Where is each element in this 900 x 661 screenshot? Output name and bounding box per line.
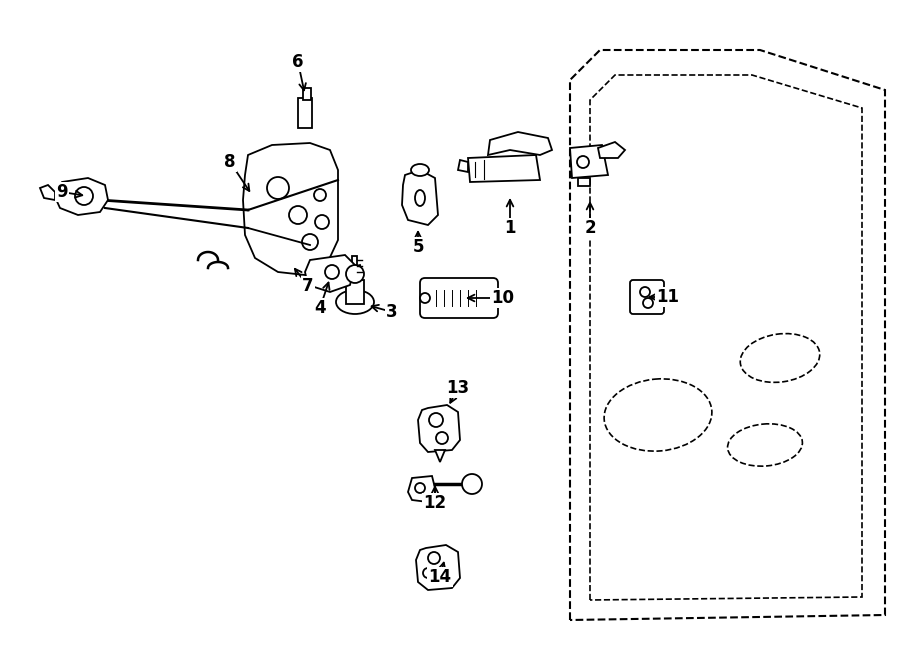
Bar — [352, 256, 357, 278]
FancyBboxPatch shape — [420, 278, 498, 318]
Circle shape — [643, 298, 653, 308]
Polygon shape — [350, 265, 362, 278]
Circle shape — [314, 189, 326, 201]
Circle shape — [325, 265, 339, 279]
Ellipse shape — [727, 424, 803, 466]
Circle shape — [428, 552, 440, 564]
Circle shape — [302, 234, 318, 250]
Polygon shape — [468, 155, 540, 182]
Polygon shape — [402, 170, 438, 225]
Bar — [298, 98, 312, 128]
Circle shape — [462, 474, 482, 494]
Circle shape — [75, 187, 93, 205]
Polygon shape — [243, 143, 338, 275]
Polygon shape — [570, 50, 885, 620]
Bar — [303, 88, 311, 100]
Circle shape — [289, 206, 307, 224]
Circle shape — [267, 177, 289, 199]
Polygon shape — [418, 405, 460, 452]
Circle shape — [429, 413, 443, 427]
Text: 4: 4 — [314, 299, 326, 317]
Polygon shape — [458, 160, 468, 172]
Polygon shape — [598, 142, 625, 158]
Circle shape — [346, 265, 364, 283]
Text: 1: 1 — [504, 219, 516, 237]
Polygon shape — [590, 75, 862, 600]
Text: 7: 7 — [302, 277, 314, 295]
Text: 3: 3 — [386, 303, 398, 321]
Text: 8: 8 — [224, 153, 236, 171]
Text: 2: 2 — [584, 219, 596, 237]
Circle shape — [640, 287, 650, 297]
Circle shape — [315, 215, 329, 229]
Polygon shape — [305, 255, 355, 292]
Polygon shape — [55, 178, 108, 215]
Text: 12: 12 — [423, 494, 446, 512]
Ellipse shape — [740, 334, 820, 383]
Bar — [346, 280, 364, 304]
Text: 9: 9 — [56, 183, 68, 201]
Circle shape — [436, 432, 448, 444]
FancyBboxPatch shape — [630, 280, 664, 314]
Circle shape — [434, 569, 446, 581]
Text: 6: 6 — [292, 53, 304, 71]
Text: 5: 5 — [412, 238, 424, 256]
Text: 13: 13 — [446, 379, 470, 397]
Ellipse shape — [336, 290, 374, 314]
Text: 10: 10 — [491, 289, 515, 307]
Polygon shape — [578, 178, 590, 186]
Polygon shape — [416, 545, 460, 590]
Text: 11: 11 — [656, 288, 680, 306]
Circle shape — [577, 156, 589, 168]
Ellipse shape — [411, 164, 429, 176]
Text: 14: 14 — [428, 568, 452, 586]
Polygon shape — [435, 450, 445, 462]
Circle shape — [423, 568, 433, 578]
Circle shape — [420, 293, 430, 303]
Polygon shape — [40, 185, 55, 200]
Polygon shape — [570, 145, 608, 178]
Polygon shape — [408, 476, 435, 502]
Ellipse shape — [604, 379, 712, 451]
Ellipse shape — [415, 190, 425, 206]
Circle shape — [415, 483, 425, 493]
Polygon shape — [488, 132, 552, 155]
